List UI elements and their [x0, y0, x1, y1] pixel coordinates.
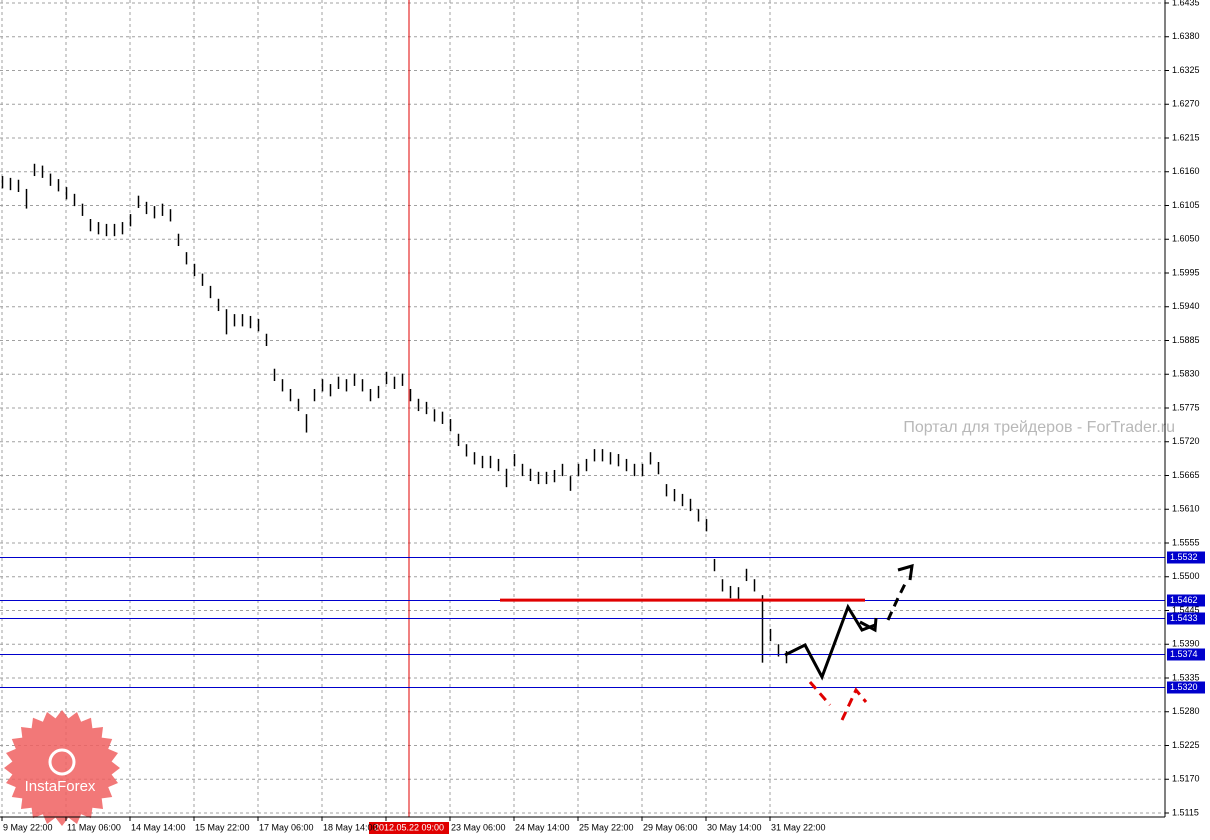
y-tick-label: 1.5720 — [1172, 436, 1200, 446]
level-label: 1.5532 — [1170, 552, 1198, 562]
alt-path — [840, 687, 868, 721]
plot — [0, 163, 1165, 688]
x-tick-label: 9 May 22:00 — [3, 822, 53, 832]
y-tick-label: 1.5555 — [1172, 537, 1200, 547]
y-tick-label: 1.6050 — [1172, 234, 1200, 244]
x-tick-label: 30 May 14:00 — [707, 822, 762, 832]
level-label: 1.5462 — [1170, 595, 1198, 605]
y-tick-label: 1.5170 — [1172, 774, 1200, 784]
level-label: 1.5374 — [1170, 649, 1198, 659]
y-tick-label: 1.6215 — [1172, 132, 1200, 142]
x-tick-label: 24 May 14:00 — [515, 822, 570, 832]
level-label-bg — [1167, 612, 1205, 625]
y-tick-label: 1.6435 — [1172, 0, 1200, 7]
watermark: Портал для трейдеров - ForTrader.ru — [903, 419, 1175, 436]
forecast-path — [784, 603, 876, 681]
alt-path — [808, 681, 832, 706]
forecast-arrow — [859, 617, 878, 633]
x-tick-label: 17 May 06:00 — [259, 822, 314, 832]
y-tick-label: 1.5940 — [1172, 301, 1200, 311]
logo-icon — [48, 748, 76, 776]
y-tick-label: 1.6380 — [1172, 31, 1200, 41]
y-tick-label: 1.5775 — [1172, 402, 1200, 412]
level-label-bg — [1167, 594, 1205, 607]
x-tick-label: 11 May 06:00 — [67, 822, 121, 832]
level-label: 1.5320 — [1170, 682, 1198, 692]
logo-badge — [4, 710, 120, 826]
logo-text: InstaForex — [25, 778, 96, 795]
y-tick-label: 1.5390 — [1172, 639, 1200, 649]
x-tick-label: 14 May 14:00 — [131, 822, 186, 832]
x-tick-label: 25 May 22:00 — [579, 822, 634, 832]
x-tick-label: 23 May 06:00 — [451, 822, 506, 832]
logo: InstaForex — [4, 710, 120, 826]
level-label-bg — [1167, 681, 1205, 694]
x-tick-label: 18 May 14:00 — [323, 822, 378, 832]
level-label-bg — [1167, 648, 1205, 661]
y-tick-label: 1.5665 — [1172, 470, 1200, 480]
crosshair-label-bg — [369, 822, 449, 834]
x-tick-label: 29 May 06:00 — [643, 822, 698, 832]
y-tick-label: 1.6270 — [1172, 99, 1200, 109]
y-tick-label: 1.5995 — [1172, 267, 1200, 277]
x-tick-label: 15 May 22:00 — [195, 822, 250, 832]
y-tick-label: 1.5885 — [1172, 335, 1200, 345]
y-tick-label: 1.5445 — [1172, 605, 1200, 615]
x-tick-label: 31 May 22:00 — [771, 822, 826, 832]
forecast-arrow — [897, 563, 914, 581]
y-tick-label: 1.5115 — [1172, 807, 1199, 817]
y-tick-label: 1.5500 — [1172, 571, 1200, 581]
forecast-dashed — [886, 581, 908, 621]
level-label: 1.5433 — [1170, 613, 1198, 623]
y-tick-label: 1.6160 — [1172, 166, 1200, 176]
grid — [0, 0, 1165, 817]
y-tick-label: 1.5225 — [1172, 740, 1200, 750]
level-label-bg — [1167, 551, 1205, 564]
y-tick-label: 1.5280 — [1172, 706, 1200, 716]
crosshair-label: 2012.05.22 09:00 — [374, 822, 444, 832]
y-tick-label: 1.5830 — [1172, 369, 1200, 379]
y-tick-label: 1.5610 — [1172, 504, 1200, 514]
y-tick-label: 1.5335 — [1172, 672, 1200, 682]
y-tick-label: 1.6325 — [1172, 65, 1200, 75]
y-tick-label: 1.6105 — [1172, 200, 1200, 210]
